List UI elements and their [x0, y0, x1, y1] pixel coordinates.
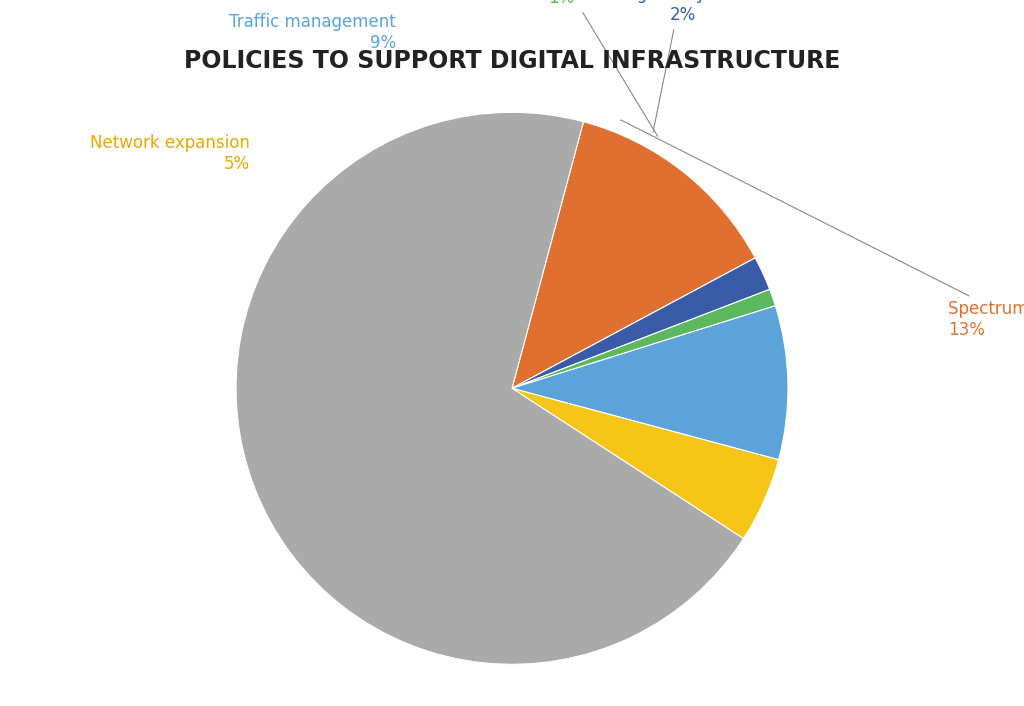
Text: POLICIES TO SUPPORT DIGITAL INFRASTRUCTURE: POLICIES TO SUPPORT DIGITAL INFRASTRUCTU… [184, 49, 840, 73]
Text: Spectrum policy
13%: Spectrum policy 13% [621, 120, 1024, 339]
Text: Reduction or
suspension of
regulatory fees
2%: Reduction or suspension of regulatory fe… [620, 0, 746, 132]
Wedge shape [236, 112, 743, 664]
Text: Traffic management
9%: Traffic management 9% [229, 13, 396, 52]
Wedge shape [512, 258, 770, 388]
Wedge shape [512, 289, 775, 388]
Wedge shape [512, 306, 788, 460]
Wedge shape [512, 388, 778, 539]
Wedge shape [512, 121, 756, 388]
Text: Support for
operators
1%: Support for operators 1% [515, 0, 657, 136]
Text: Network expansion
5%: Network expansion 5% [90, 134, 250, 173]
